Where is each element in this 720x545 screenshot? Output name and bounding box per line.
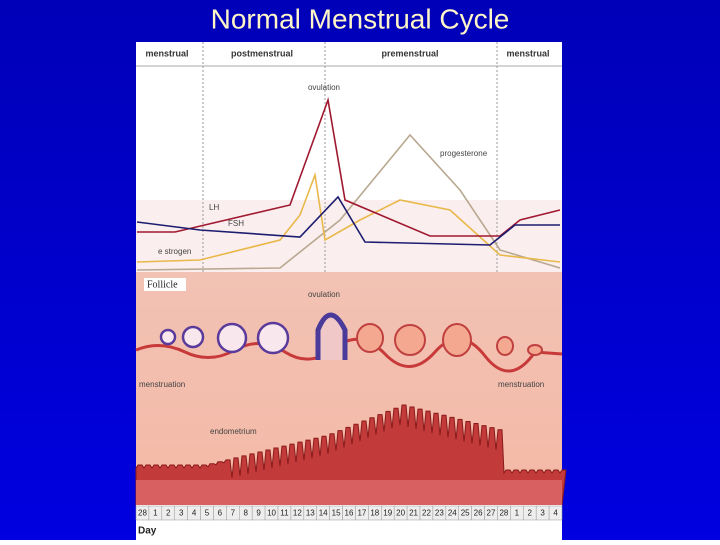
phase-label: menstrual (145, 48, 188, 58)
corpus-luteum (442, 323, 472, 357)
day-number: 4 (553, 509, 558, 518)
follicle (181, 325, 205, 349)
follicle (159, 328, 177, 346)
day-number: 20 (396, 509, 405, 518)
day-number: 10 (267, 509, 276, 518)
ovulation-label: ovulation (308, 290, 340, 299)
day-number: 19 (383, 509, 392, 518)
day-number: 16 (345, 509, 354, 518)
day-number: 17 (357, 509, 366, 518)
menstruation-label: menstruation (498, 380, 544, 389)
estrogen-curve (136, 171, 561, 263)
estrogen-label: e strogen (158, 247, 191, 256)
menstruation-label: menstruation (139, 380, 185, 389)
day-number: 2 (528, 509, 533, 518)
day-number: 2 (166, 509, 171, 518)
day-number: 1 (153, 509, 158, 518)
progesterone-label: progesterone (440, 149, 488, 158)
day-number: 27 (487, 509, 496, 518)
fsh-label: FSH (228, 219, 244, 228)
follicle (256, 321, 290, 355)
phase-label: menstrual (506, 48, 549, 58)
day-number: 8 (244, 509, 249, 518)
day-number: 3 (540, 509, 545, 518)
day-number: 21 (409, 509, 418, 518)
day-number: 28 (499, 509, 508, 518)
follicle-label-box (144, 278, 186, 291)
day-number: 6 (218, 509, 223, 518)
corpus-luteum (356, 323, 384, 353)
phase-label: premenstrual (381, 48, 438, 58)
endometrium-base (136, 480, 562, 505)
day-number: 18 (370, 509, 379, 518)
day-number: 24 (448, 509, 457, 518)
day-number: 23 (435, 509, 444, 518)
day-number: 25 (461, 509, 470, 518)
day-number: 13 (306, 509, 315, 518)
day-cell (548, 505, 563, 521)
follicle (216, 322, 248, 354)
fsh-curve (136, 195, 560, 246)
progesterone-curve (136, 133, 561, 271)
endometrium-label: endometrium (210, 427, 257, 436)
day-number: 9 (256, 509, 261, 518)
day-number: 15 (332, 509, 341, 518)
corpus-luteum (394, 324, 426, 356)
day-row: 28 1 2 3 4 5 6 7 8 9 10 11 12 13 14 15 16 17 18 19 20 21 22 23 2… (135, 505, 563, 521)
ruptured-follicle (315, 312, 348, 360)
day-number: 14 (319, 509, 328, 518)
day-number: 1 (515, 509, 520, 518)
slide-title: Normal Menstrual Cycle (211, 3, 510, 34)
lh-label: LH (209, 203, 219, 212)
corpus-luteum (496, 336, 514, 356)
day-number: 11 (280, 509, 289, 518)
day-number: 22 (422, 509, 431, 518)
axis-label: Day (138, 526, 157, 537)
day-number: 7 (231, 509, 236, 518)
day-number: 28 (138, 509, 147, 518)
endometrium (135, 404, 567, 506)
phase-label: postmenstrual (231, 48, 293, 58)
day-number: 12 (293, 509, 302, 518)
follicle-label: Follicle (147, 279, 178, 290)
ovulation-label: ovulation (308, 83, 340, 92)
day-number: 3 (179, 509, 184, 518)
day-number: 4 (192, 509, 197, 518)
corpus-luteum (527, 344, 543, 356)
day-number: 5 (205, 509, 210, 518)
day-number: 26 (474, 509, 483, 518)
